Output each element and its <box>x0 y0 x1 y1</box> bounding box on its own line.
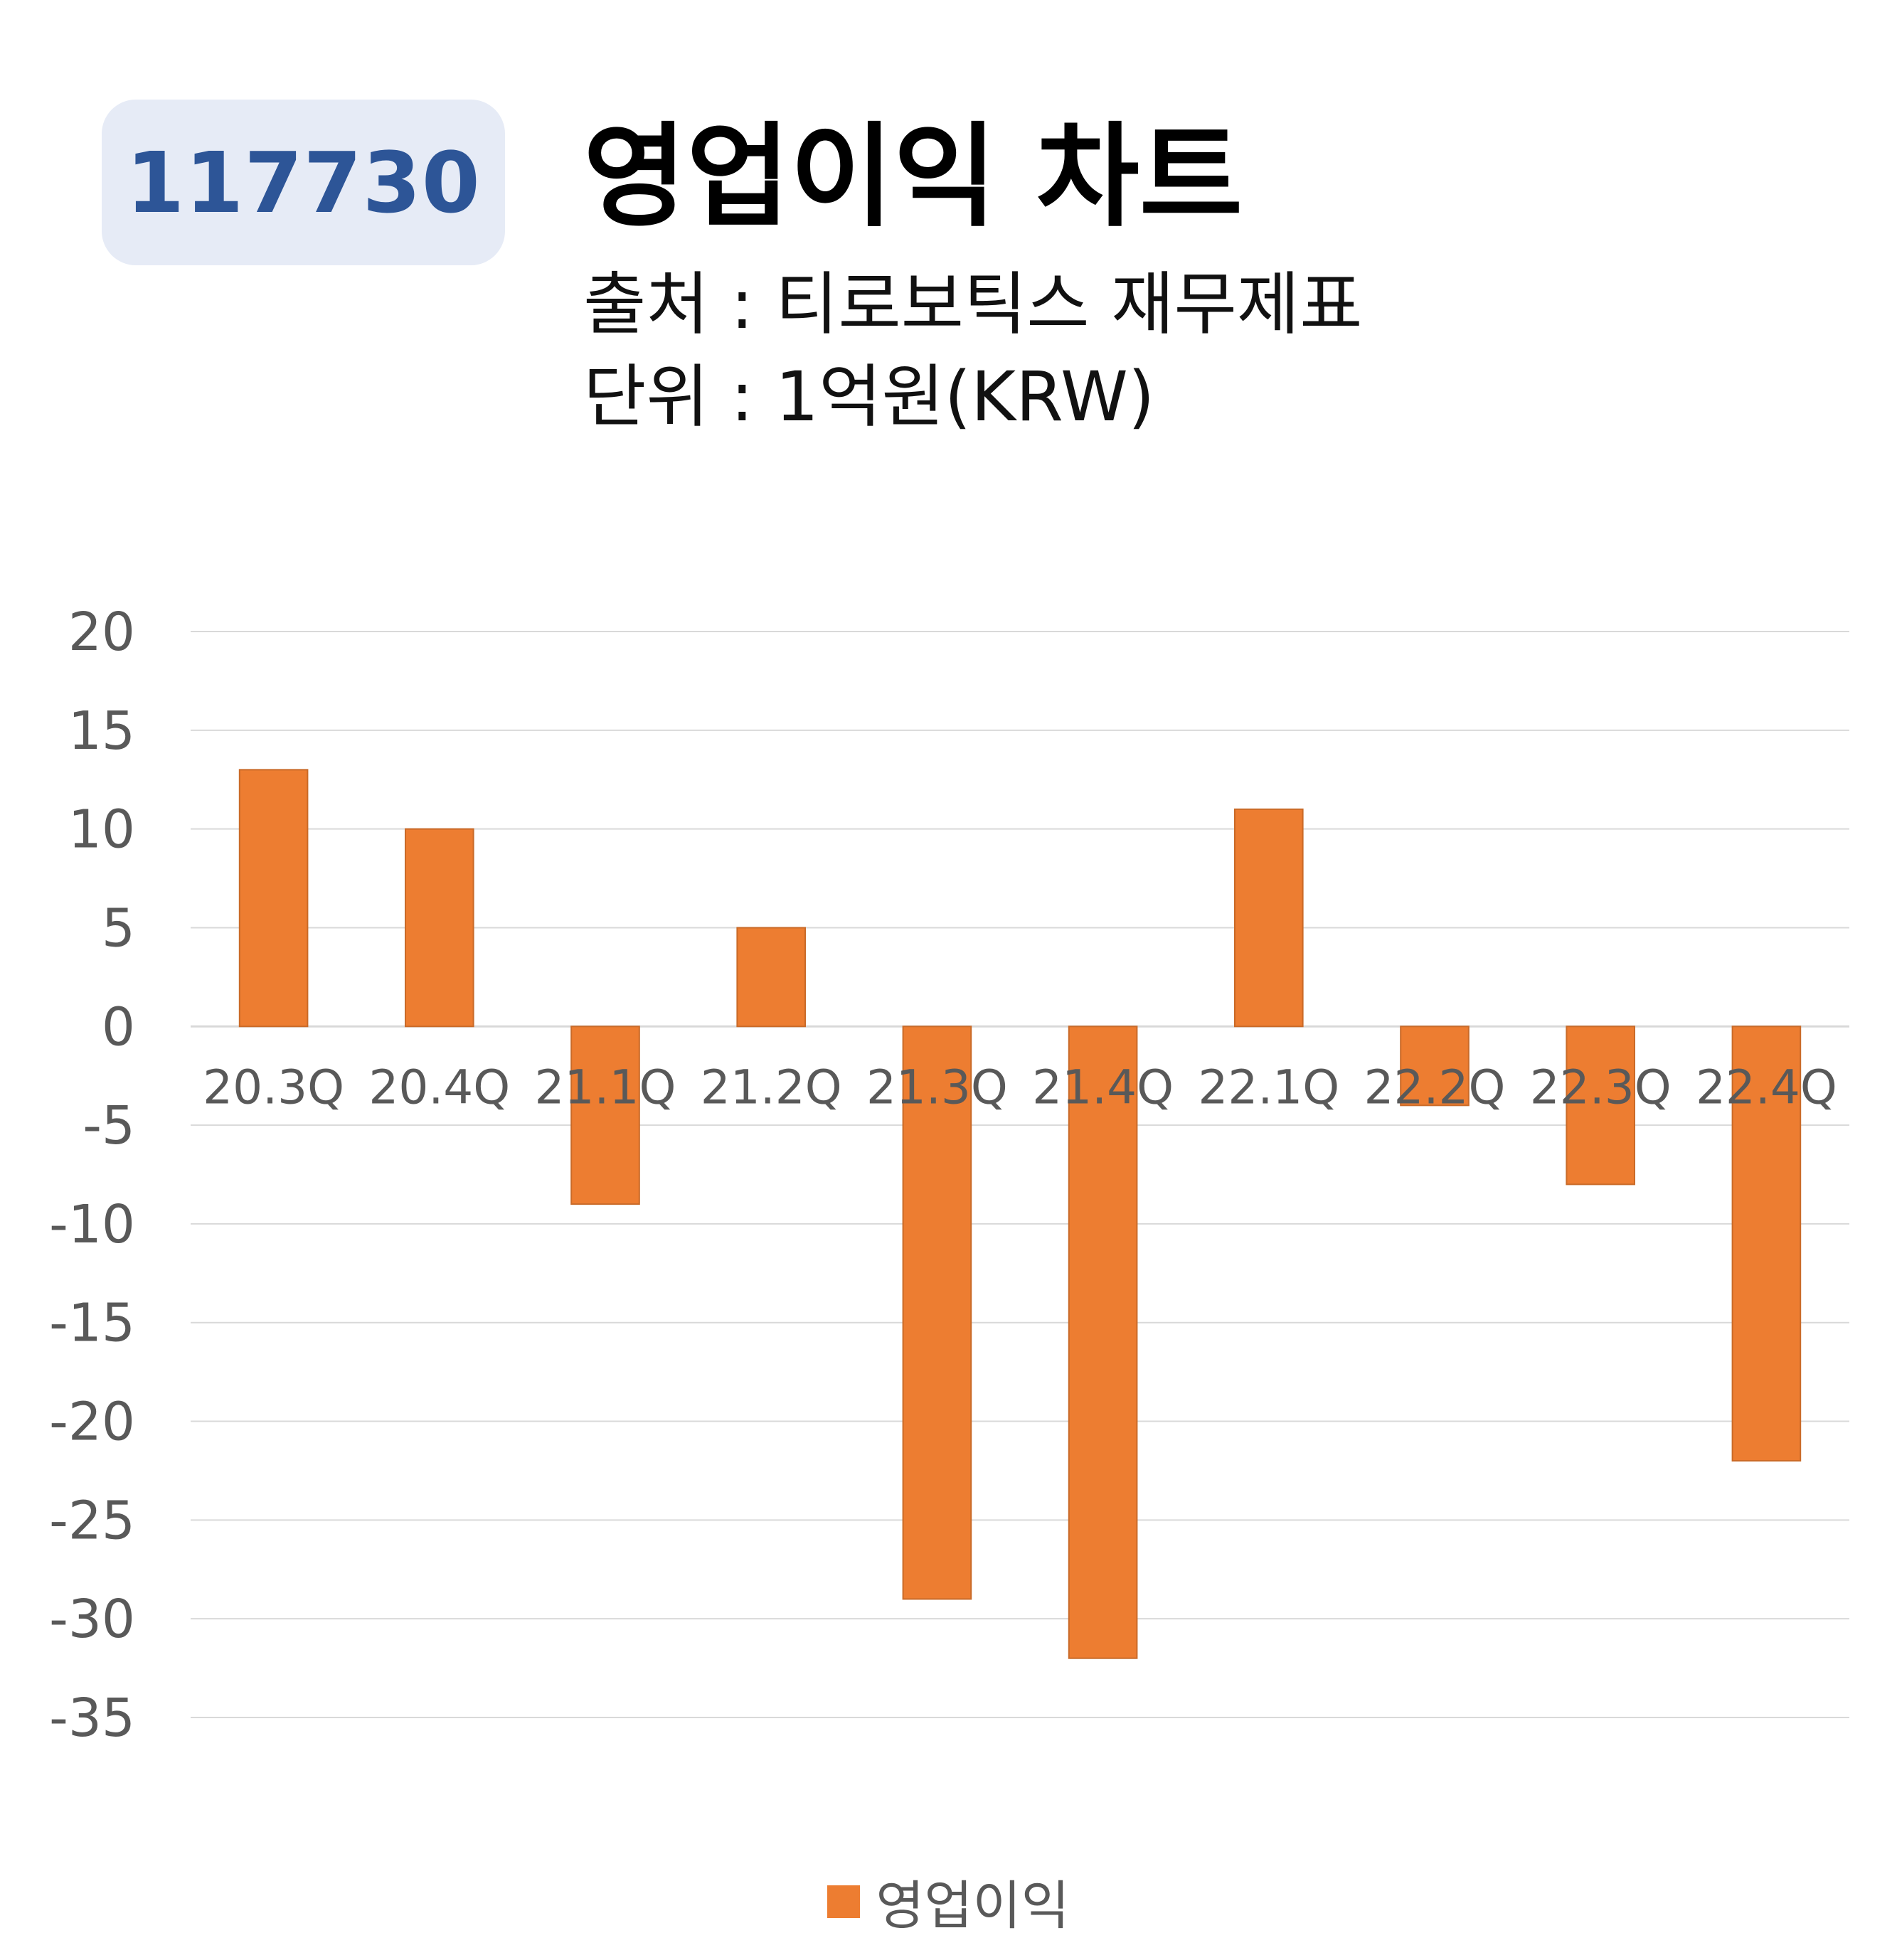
bar-20.4Q <box>404 828 474 1028</box>
x-tick-label: 22.1Q <box>1198 1060 1339 1114</box>
y-tick-label: -35 <box>49 1688 135 1749</box>
stock-code: 117730 <box>126 133 481 232</box>
y-tick-label: 10 <box>68 799 135 861</box>
bar-20.3Q <box>238 769 309 1028</box>
bar-22.3Q <box>1566 1026 1636 1186</box>
x-tick-label: 22.3Q <box>1530 1060 1672 1114</box>
source-text: 출처 : 티로보틱스 재무제표 <box>583 265 1363 344</box>
bar-22.2Q <box>1400 1026 1470 1107</box>
y-tick-label: 15 <box>68 701 135 762</box>
unit-text: 단위 : 1억원(KRW) <box>583 357 1155 437</box>
x-tick-label: 21.1Q <box>535 1060 676 1114</box>
y-tick-label: -10 <box>49 1194 135 1255</box>
legend-label: 영업이익 <box>876 1875 1070 1937</box>
y-tick-label: -20 <box>49 1392 135 1453</box>
bar-21.3Q <box>902 1026 972 1600</box>
legend: 영업이익 <box>0 1863 1897 1939</box>
stock-code-badge: 117730 <box>102 100 505 265</box>
x-tick-label: 21.3Q <box>866 1060 1008 1114</box>
y-tick-label: -25 <box>49 1490 135 1551</box>
x-tick-label: 20.3Q <box>203 1060 344 1114</box>
x-axis-ticks: 20.3Q 20.4Q 21.1Q 21.2Q 21.3Q 21.4Q 22.1Q 22.2Q… <box>203 1060 1837 1114</box>
bars <box>238 769 1802 1659</box>
y-tick-label: 0 <box>102 996 135 1058</box>
y-tick-label: 20 <box>68 602 135 663</box>
y-tick-label: -5 <box>83 1095 135 1156</box>
chart-title: 영업이익 차트 <box>583 112 1243 243</box>
x-tick-label: 21.2Q <box>701 1060 842 1114</box>
y-tick-label: -30 <box>49 1589 135 1650</box>
y-axis-ticks: 20 15 10 5 0 -5 -10 -15 -20 -25 -30 -35 <box>49 602 135 1749</box>
bar-21.4Q <box>1068 1026 1138 1659</box>
bar-21.2Q <box>736 927 807 1028</box>
legend-swatch <box>827 1885 861 1918</box>
y-tick-label: -15 <box>49 1293 135 1354</box>
bar-21.1Q <box>570 1026 640 1205</box>
bar-22.4Q <box>1731 1026 1802 1462</box>
y-tick-label: 5 <box>102 898 135 959</box>
x-tick-label: 22.4Q <box>1696 1060 1837 1114</box>
x-tick-label: 20.4Q <box>368 1060 510 1114</box>
x-tick-label: 21.4Q <box>1032 1060 1174 1114</box>
x-tick-label: 22.2Q <box>1364 1060 1506 1114</box>
bar-22.1Q <box>1233 808 1304 1028</box>
